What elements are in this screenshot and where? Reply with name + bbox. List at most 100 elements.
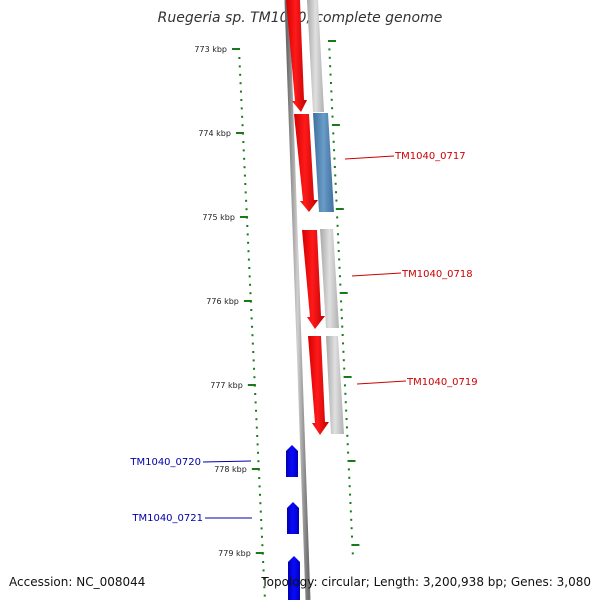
cds-forward-0718 [302, 230, 325, 329]
minor-tick [258, 477, 261, 479]
scale-dots [238, 57, 266, 597]
outer-minor-tick [336, 233, 339, 236]
minor-tick [258, 485, 261, 488]
outer-minor-tick [329, 65, 332, 68]
outer-minor-tick [349, 502, 352, 504]
gene-label-0718[interactable]: TM1040_0718 [401, 269, 473, 280]
leader-0717 [344, 155, 395, 160]
outer-minor-tick [342, 342, 345, 345]
outer-minor-tick [339, 283, 342, 286]
outer-major-tick [351, 544, 360, 546]
outer-minor-tick [338, 275, 341, 278]
outer-minor-tick [348, 485, 351, 488]
tick-label: 777 kbp [210, 381, 243, 390]
minor-tick [247, 250, 250, 253]
outer-minor-tick [340, 308, 343, 311]
minor-tick [262, 569, 265, 572]
minor-tick [251, 334, 254, 337]
minor-tick [243, 157, 246, 160]
minor-tick [239, 73, 242, 76]
outer-minor-tick [338, 266, 341, 269]
minor-tick [257, 451, 260, 454]
minor-tick [260, 535, 263, 538]
cds-forward-0716 [286, 0, 307, 112]
outer-minor-tick [334, 174, 337, 177]
outer-minor-tick [340, 317, 343, 320]
outer-minor-tick [340, 300, 343, 303]
minor-tick [241, 124, 244, 127]
outer-minor-tick [332, 132, 335, 135]
minor-tick [248, 275, 251, 278]
outer-minor-tick [338, 258, 341, 261]
minor-tick [246, 225, 249, 227]
minor-tick [249, 283, 252, 286]
gene-label-0720[interactable]: TM1040_0720 [129, 457, 201, 468]
tick-label: 778 kbp [214, 465, 247, 474]
minor-tick [253, 376, 256, 379]
outer-minor-tick [332, 140, 335, 143]
outer-minor-tick [342, 359, 345, 362]
outer-minor-tick [348, 476, 351, 479]
leader-0718 [351, 272, 402, 277]
outer-minor-tick [343, 384, 346, 387]
outer-minor-tick [331, 115, 334, 118]
minor-tick [252, 359, 255, 362]
leader-0719 [356, 380, 407, 385]
outer-minor-tick [331, 107, 334, 110]
gene-label-0719[interactable]: TM1040_0719 [406, 377, 478, 388]
gene-label-0717[interactable]: TM1040_0717 [394, 151, 466, 162]
cds-forward-0717 [294, 114, 318, 212]
accession-text: Accession: NC_008044 [9, 575, 146, 589]
outer-minor-tick [342, 350, 345, 353]
minor-tick [262, 561, 265, 563]
outer-minor-tick [328, 48, 331, 51]
outer-minor-tick [345, 409, 348, 412]
outer-minor-tick [347, 451, 350, 454]
outer-minor-tick [344, 401, 347, 404]
outer-major-tick [335, 208, 344, 210]
outer-minor-tick [349, 510, 352, 513]
minor-tick [247, 241, 250, 244]
minor-tick [256, 435, 259, 437]
feature-steel-0717 [313, 113, 334, 212]
minor-tick [245, 208, 248, 211]
genome-backbone [284, 0, 311, 600]
cds-reverse-0720 [286, 445, 298, 477]
leader-0720 [202, 460, 252, 463]
outer-minor-tick [346, 434, 349, 437]
outer-minor-tick [343, 367, 346, 370]
outer-minor-tick [329, 82, 332, 84]
outer-major-tick [331, 124, 340, 126]
minor-tick [244, 191, 247, 194]
outer-major-tick [343, 376, 352, 378]
outer-minor-tick [347, 468, 350, 471]
feature-grey-1 [307, 0, 324, 112]
minor-tick [254, 393, 257, 395]
outer-minor-tick [335, 199, 338, 202]
outer-minor-tick [328, 56, 331, 59]
outer-minor-tick [336, 224, 339, 227]
minor-tick [260, 527, 263, 530]
minor-tick [238, 57, 241, 59]
outer-minor-tick [351, 552, 354, 555]
feature-grey-2 [320, 229, 339, 328]
minor-tick [243, 174, 246, 177]
tick-label: 775 kbp [202, 213, 235, 222]
genome-summary: Topology: circular; Length: 3,200,938 bp… [261, 575, 591, 589]
outer-minor-tick [345, 418, 348, 420]
minor-tick [248, 267, 251, 269]
minor-tick [259, 502, 262, 505]
outer-minor-tick [337, 241, 340, 244]
cds-forward-0719 [308, 336, 329, 435]
gene-label-0721[interactable]: TM1040_0721 [131, 513, 203, 524]
tick-label: 774 kbp [198, 129, 231, 138]
minor-tick [244, 183, 247, 185]
outer-major-tick [347, 460, 356, 462]
minor-tick [254, 401, 257, 404]
minor-tick [259, 510, 262, 513]
minor-tick [258, 493, 261, 496]
scale-ticks: 773 kbp 774 kbp 775 kbp 776 kbp 777 kbp 778 k… [194, 45, 264, 558]
minor-tick [247, 258, 250, 261]
outer-minor-tick [346, 443, 349, 446]
outer-minor-tick [341, 334, 344, 336]
